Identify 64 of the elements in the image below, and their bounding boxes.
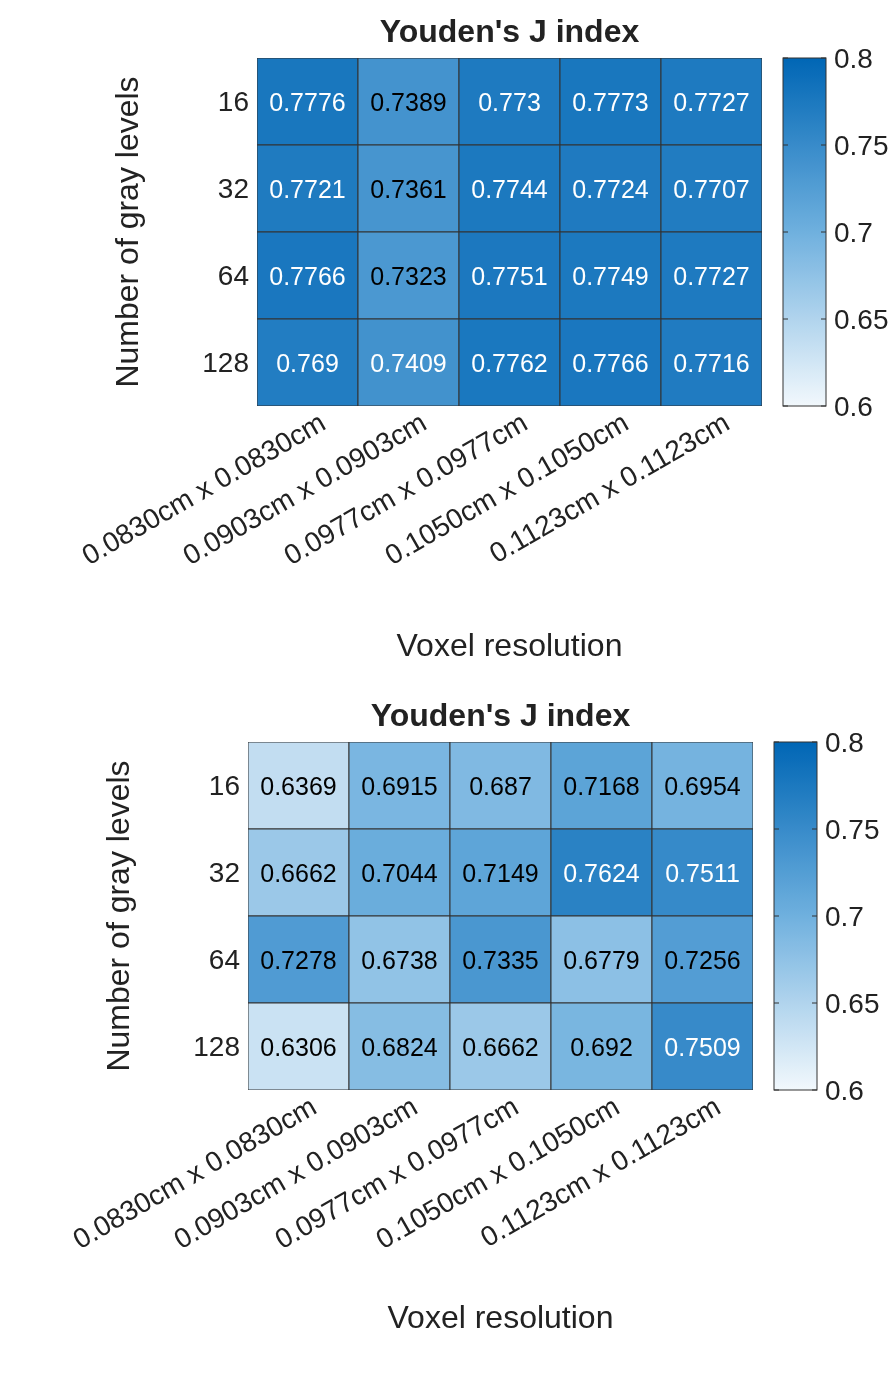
data-label: 0.7727 bbox=[673, 87, 750, 116]
color-bar-label: 0.75 bbox=[825, 813, 880, 845]
data-label: 0.6369 bbox=[260, 771, 337, 800]
data-label: 0.7707 bbox=[673, 174, 750, 203]
color-bar-label: 0.7 bbox=[825, 900, 864, 932]
color-bar-label: 0.8 bbox=[834, 42, 873, 74]
data-label: 0.7766 bbox=[269, 261, 346, 290]
y-tick-label: 32 bbox=[217, 173, 249, 205]
data-label: 0.769 bbox=[276, 348, 339, 377]
color-bar-label: 0.6 bbox=[825, 1074, 864, 1106]
data-label: 0.7509 bbox=[664, 1032, 741, 1061]
data-label: 0.6662 bbox=[462, 1032, 539, 1061]
data-label: 0.6662 bbox=[260, 858, 337, 887]
data-label: 0.6779 bbox=[563, 945, 640, 974]
color-bar-label: 0.7 bbox=[834, 216, 873, 248]
color-bar-label: 0.8 bbox=[825, 726, 864, 758]
data-label: 0.692 bbox=[570, 1032, 633, 1061]
y-tick-label: 16 bbox=[217, 86, 249, 118]
data-label: 0.7409 bbox=[370, 348, 447, 377]
data-label: 0.6824 bbox=[361, 1032, 438, 1061]
data-label: 0.7773 bbox=[572, 87, 649, 116]
data-label: 0.6738 bbox=[361, 945, 438, 974]
y-tick-label: 128 bbox=[193, 1031, 240, 1063]
data-label: 0.7044 bbox=[361, 858, 438, 887]
chart-title: Youden's J index bbox=[370, 697, 631, 733]
data-label: 0.6306 bbox=[260, 1032, 337, 1061]
data-label: 0.7721 bbox=[269, 174, 346, 203]
y-tick-label: 64 bbox=[217, 260, 249, 292]
data-label: 0.7323 bbox=[370, 261, 447, 290]
y-tick-label: 128 bbox=[202, 347, 249, 379]
y-axis-title: Number of gray levels bbox=[100, 760, 137, 1072]
x-axis-title: Voxel resolution bbox=[396, 627, 623, 663]
y-tick-label: 64 bbox=[208, 944, 240, 976]
color-bar-label: 0.6 bbox=[834, 390, 873, 422]
data-label: 0.7727 bbox=[673, 261, 750, 290]
y-axis-title: Number of gray levels bbox=[109, 76, 146, 388]
chart-title: Youden's J index bbox=[379, 13, 640, 49]
color-bar-label: 0.75 bbox=[834, 129, 889, 161]
data-label: 0.7716 bbox=[673, 348, 750, 377]
data-label: 0.7766 bbox=[572, 348, 649, 377]
y-tick-label: 16 bbox=[208, 770, 240, 802]
data-label: 0.7624 bbox=[563, 858, 640, 887]
data-label: 0.7149 bbox=[462, 858, 539, 887]
data-label: 0.7724 bbox=[572, 174, 649, 203]
data-label: 0.6915 bbox=[361, 771, 438, 800]
data-label: 0.7335 bbox=[462, 945, 539, 974]
data-label: 0.7749 bbox=[572, 261, 649, 290]
x-axis-title: Voxel resolution bbox=[387, 1299, 614, 1335]
color-bar-label: 0.65 bbox=[834, 303, 889, 335]
y-tick-label: 32 bbox=[208, 857, 240, 889]
data-label: 0.7278 bbox=[260, 945, 337, 974]
data-label: 0.7361 bbox=[370, 174, 447, 203]
data-label: 0.6954 bbox=[664, 771, 741, 800]
data-label: 0.773 bbox=[478, 87, 541, 116]
color-bar-label: 0.65 bbox=[825, 987, 880, 1019]
data-label: 0.7751 bbox=[471, 261, 548, 290]
data-label: 0.7776 bbox=[269, 87, 346, 116]
data-label: 0.7744 bbox=[471, 174, 548, 203]
data-label: 0.7256 bbox=[664, 945, 741, 974]
data-label: 0.7511 bbox=[665, 858, 740, 887]
data-label: 0.7389 bbox=[370, 87, 447, 116]
data-label: 0.687 bbox=[469, 771, 532, 800]
data-label: 0.7762 bbox=[471, 348, 548, 377]
data-label: 0.7168 bbox=[563, 771, 640, 800]
